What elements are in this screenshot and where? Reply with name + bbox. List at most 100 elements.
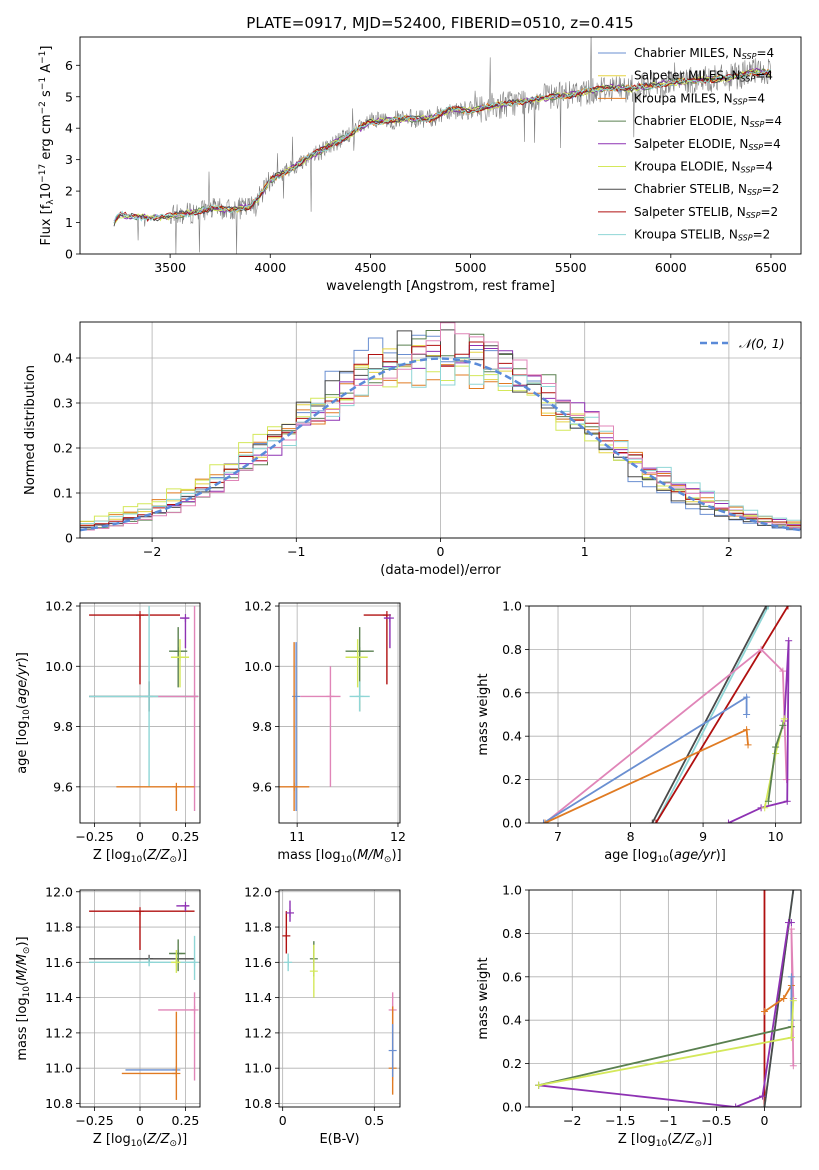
legend: 𝒩(0, 1) (700, 336, 785, 351)
plot-area (89, 901, 199, 1100)
y-tick-label: 12.0 (244, 884, 272, 899)
y-tick-label: 10.8 (45, 1096, 73, 1111)
x-axis-label: age [log10(age/yr)] (604, 848, 726, 865)
y-tick-label: 10.2 (244, 599, 272, 614)
panel-residuals: −2 −1 0 1 2 0 0.1 0.2 0.3 0.4 (data-model)/error No… (23, 321, 802, 578)
legend-entry: Kroupa STELIB, NSSP=2 (634, 228, 770, 243)
x-tick-label: −2 (143, 544, 161, 559)
axes-frame (278, 602, 401, 824)
y-tick-label: 0.0 (502, 816, 522, 831)
y-tick-label: 11.0 (45, 1061, 73, 1076)
y-tick-label: 0.6 (502, 685, 522, 700)
y-tick-label: 11.2 (45, 1025, 73, 1040)
point (383, 614, 394, 649)
axes-frame (528, 889, 802, 1108)
y-tick-label: 0.1 (53, 486, 73, 501)
y-tick-label: 10.0 (244, 659, 272, 674)
legend: Chabrier MILES, NSSP=4 Salpeter MILES, NS… (598, 46, 782, 243)
x-axis-label: Z [log10(Z/Z⊙)] (93, 848, 187, 865)
point (158, 606, 199, 811)
legend-entry: Chabrier STELIB, NSSP=2 (634, 182, 779, 197)
series-line (538, 1025, 792, 1087)
series-line (655, 606, 789, 823)
panel-cumulative_Z: −2 −1.5 −1 −0.5 0 0.0 0.2 0.4 0.6 0.8 1.0 Z [log10(… (476, 883, 802, 1149)
x-tick-label: 4000 (254, 260, 286, 275)
model-spectrum (113, 70, 772, 224)
axes-frame (79, 602, 201, 824)
y-tick-label: 10.0 (45, 659, 73, 674)
series-line (538, 921, 792, 1107)
point (345, 639, 368, 688)
point (89, 907, 195, 950)
y-tick-label: 0 (65, 247, 73, 262)
y-axis-label: Flux [fλ10−17 erg cm−2 s−1 A−1] (38, 46, 56, 246)
y-tick-label: 11.8 (45, 920, 73, 935)
point (284, 953, 293, 972)
y-tick-label: 3 (65, 152, 73, 167)
legend-entry: Kroupa MILES, NSSP=4 (634, 91, 765, 106)
y-tick-label: 10.2 (45, 599, 73, 614)
axes-frame (278, 889, 401, 1108)
x-tick-label: 12 (390, 829, 406, 844)
y-tick-label: 0.2 (502, 1056, 522, 1071)
y-axis-label: Normed distribution (23, 365, 38, 495)
point (89, 611, 180, 685)
y-tick-label: 0.8 (502, 642, 522, 657)
x-axis-label: mass [log10(M/M⊙)] (277, 848, 401, 865)
axes-frame (528, 605, 802, 824)
plot-area (282, 900, 397, 1095)
x-tick-label: 2 (725, 544, 733, 559)
panel-mass_vs_EBV: 0 0.5 10.8 11.0 11.2 11.4 11.6 11.8 12.0 E(B-V) (244, 884, 401, 1147)
y-axis-label: mass [log10(M/M⊙)] (15, 936, 32, 1060)
legend-entry: Chabrier ELODIE, NSSP=4 (634, 114, 782, 129)
point (349, 681, 370, 712)
y-tick-label: 0.4 (502, 1013, 522, 1028)
y-tick-label: 4 (65, 121, 73, 136)
point (158, 992, 199, 1081)
y-axis-label: mass weight (476, 673, 491, 755)
point (300, 666, 341, 787)
x-axis-label: Z [log10(Z/Z⊙)] (618, 1132, 712, 1149)
legend-entry: Kroupa ELODIE, NSSP=4 (634, 160, 773, 175)
plot-area (113, 37, 772, 254)
axes-frame (79, 889, 201, 1108)
plot-area (279, 611, 394, 811)
x-tick-label: 10 (768, 829, 784, 844)
series-line (544, 728, 749, 823)
y-tick-label: 0.4 (53, 351, 73, 366)
y-tick-label: 1.0 (502, 599, 522, 614)
x-tick-label: 1 (581, 544, 589, 559)
x-tick-label: −1.5 (605, 1113, 635, 1128)
y-tick-label: 12.0 (45, 884, 73, 899)
plot-area (535, 890, 797, 1107)
x-tick-label: 5000 (455, 260, 487, 275)
x-axis-label: E(B-V) (319, 1132, 359, 1147)
x-tick-label: 0 (279, 1113, 287, 1128)
point (169, 939, 186, 972)
legend-entry: 𝒩(0, 1) (739, 336, 785, 351)
x-tick-label: 0.5 (364, 1113, 384, 1128)
y-tick-label: 1.0 (502, 883, 522, 898)
point (125, 1065, 181, 1074)
x-tick-label: 6000 (655, 260, 687, 275)
x-tick-label: 0.25 (172, 829, 200, 844)
y-tick-label: 11.8 (244, 920, 272, 935)
y-tick-label: 9.6 (252, 779, 272, 794)
x-tick-label: 5500 (555, 260, 587, 275)
y-tick-label: 0.3 (53, 396, 73, 411)
axes-frame (79, 321, 802, 539)
y-tick-label: 0.4 (502, 729, 522, 744)
point (116, 782, 195, 811)
point (309, 944, 318, 998)
y-tick-label: 5 (65, 89, 73, 104)
x-tick-label: −1 (287, 544, 305, 559)
point (176, 901, 190, 912)
plot-area (80, 322, 801, 532)
point (121, 1011, 181, 1100)
x-tick-label: 9 (699, 829, 707, 844)
normal-curve (80, 357, 801, 532)
series-line (790, 1000, 795, 1038)
series-line (538, 1036, 792, 1087)
x-tick-label: −0.25 (75, 1113, 113, 1128)
